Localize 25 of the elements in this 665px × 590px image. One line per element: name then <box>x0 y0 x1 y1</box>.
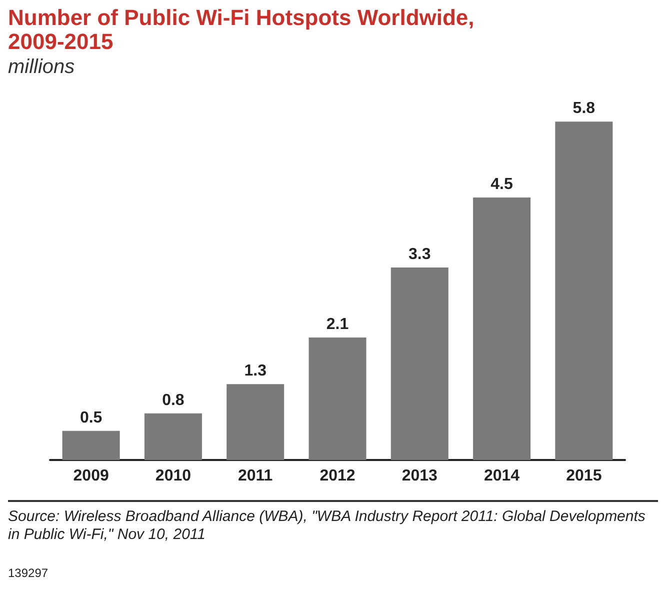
data-label: 2.1 <box>326 316 349 333</box>
bar <box>390 268 448 460</box>
x-tick-label: 2011 <box>238 468 273 484</box>
x-tick-label: 2009 <box>73 468 109 484</box>
bar <box>308 338 366 460</box>
bar <box>62 430 120 460</box>
x-tick-label: 2012 <box>320 468 356 484</box>
chart-subtitle: millions <box>8 56 75 79</box>
chart-title: Number of Public Wi-Fi Hotspots Worldwide, 2009-2015 <box>8 5 476 54</box>
bar <box>473 198 531 460</box>
data-label: 0.5 <box>80 409 102 426</box>
bar <box>144 413 202 460</box>
x-tick-label: 2015 <box>566 468 602 484</box>
data-label: 0.8 <box>162 392 184 409</box>
x-tick-label: 2014 <box>484 468 520 484</box>
text: 139297 <box>8 566 48 580</box>
data-label: 3.3 <box>408 246 431 263</box>
bar <box>555 122 613 460</box>
data-label: 5.8 <box>572 100 596 118</box>
data-label: 4.5 <box>490 176 514 193</box>
x-tick-label: 2010 <box>155 468 192 484</box>
bar <box>226 384 284 460</box>
data-label: 1.3 <box>244 362 267 380</box>
source-note: Source: Wireless Broadband Alliance (WBA), "WBA Industry Report 2011: Global Developments in Public Wi-Fi," Nov 10, 2011 <box>8 500 658 544</box>
x-tick-label: 2013 <box>402 468 438 484</box>
